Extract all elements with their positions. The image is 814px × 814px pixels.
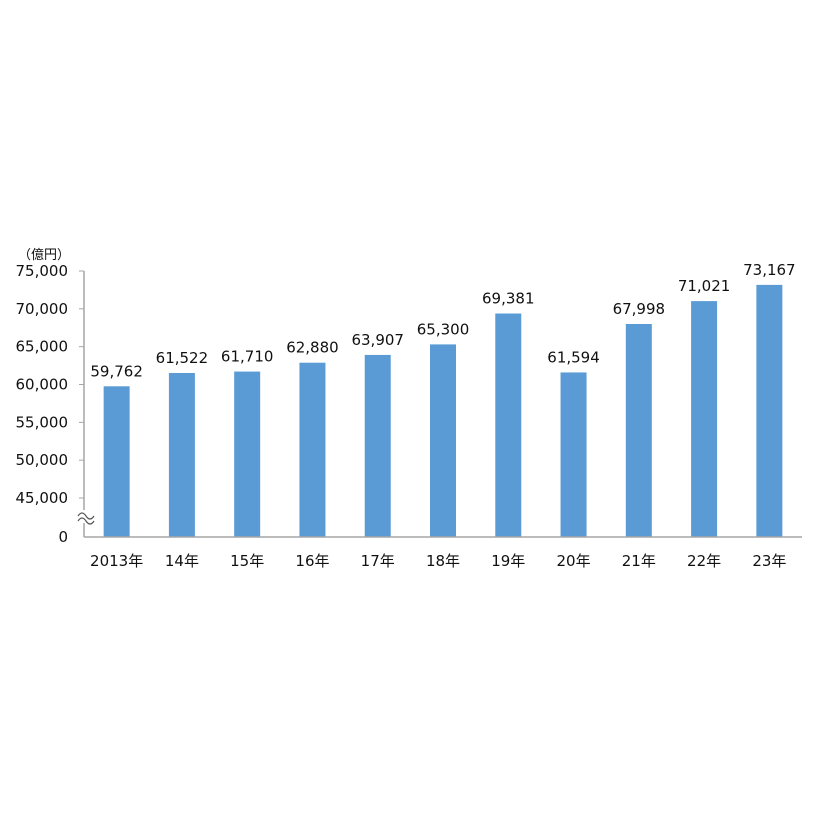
bar: [430, 344, 456, 537]
bar-value-label: 69,381: [482, 290, 535, 308]
y-tick-label: 60,000: [16, 376, 69, 394]
y-axis-unit-label: （億円）: [18, 247, 70, 263]
bar-value-label: 61,522: [156, 349, 209, 367]
y-tick-label: 45,000: [16, 489, 69, 507]
y-tick-label: 65,000: [16, 338, 69, 356]
axis-break-icon: [76, 510, 95, 525]
bar-value-label: 67,998: [613, 300, 666, 318]
y-tick-label-zero: 0: [58, 528, 68, 546]
bar: [364, 354, 391, 537]
bar: [168, 372, 195, 537]
x-category-label: 20年: [556, 552, 590, 570]
bar: [299, 362, 326, 537]
bar: [234, 371, 261, 537]
bar: [625, 323, 652, 537]
y-tick-label: 50,000: [16, 451, 69, 469]
bar-value-label: 59,762: [90, 362, 143, 380]
x-category-label: 23年: [752, 552, 786, 570]
bar-value-label: 61,710: [221, 348, 274, 366]
x-category-label: 15年: [230, 552, 264, 570]
bar: [560, 372, 587, 537]
bar: [495, 313, 522, 537]
x-category-label: 14年: [165, 552, 199, 570]
x-category-label: 2013年: [90, 552, 143, 570]
y-axis-ticks: 45,000 50,000 55,000 60,000 65,000 70,000 75,0…: [16, 262, 84, 507]
bar: [691, 301, 718, 537]
bar-value-label: 71,021: [678, 277, 731, 295]
bar-value-label: 63,907: [351, 331, 404, 349]
bar-value-label: 73,167: [743, 261, 796, 279]
y-tick-label: 70,000: [16, 300, 69, 318]
x-axis-category-labels: 2013年 14年 15年 16年 17年 18年 19年 20年 21年 22年 23年: [90, 552, 786, 570]
bar-value-label: 65,300: [417, 320, 470, 338]
x-category-label: 19年: [491, 552, 525, 570]
y-tick-label: 75,000: [16, 262, 69, 280]
bar: [756, 284, 783, 537]
x-category-label: 18年: [426, 552, 460, 570]
x-category-label: 21年: [622, 552, 656, 570]
bar-value-label: 61,594: [547, 348, 600, 366]
x-category-label: 22年: [687, 552, 721, 570]
data-labels: 59,762 61,522 61,710 62,880 63,907 65,300 69,3…: [90, 261, 795, 380]
bar-value-label: 62,880: [286, 339, 339, 357]
y-tick-label: 55,000: [16, 413, 69, 431]
bar-series: [103, 284, 783, 537]
x-category-label: 16年: [295, 552, 329, 570]
x-category-label: 17年: [361, 552, 395, 570]
bar: [103, 386, 130, 537]
